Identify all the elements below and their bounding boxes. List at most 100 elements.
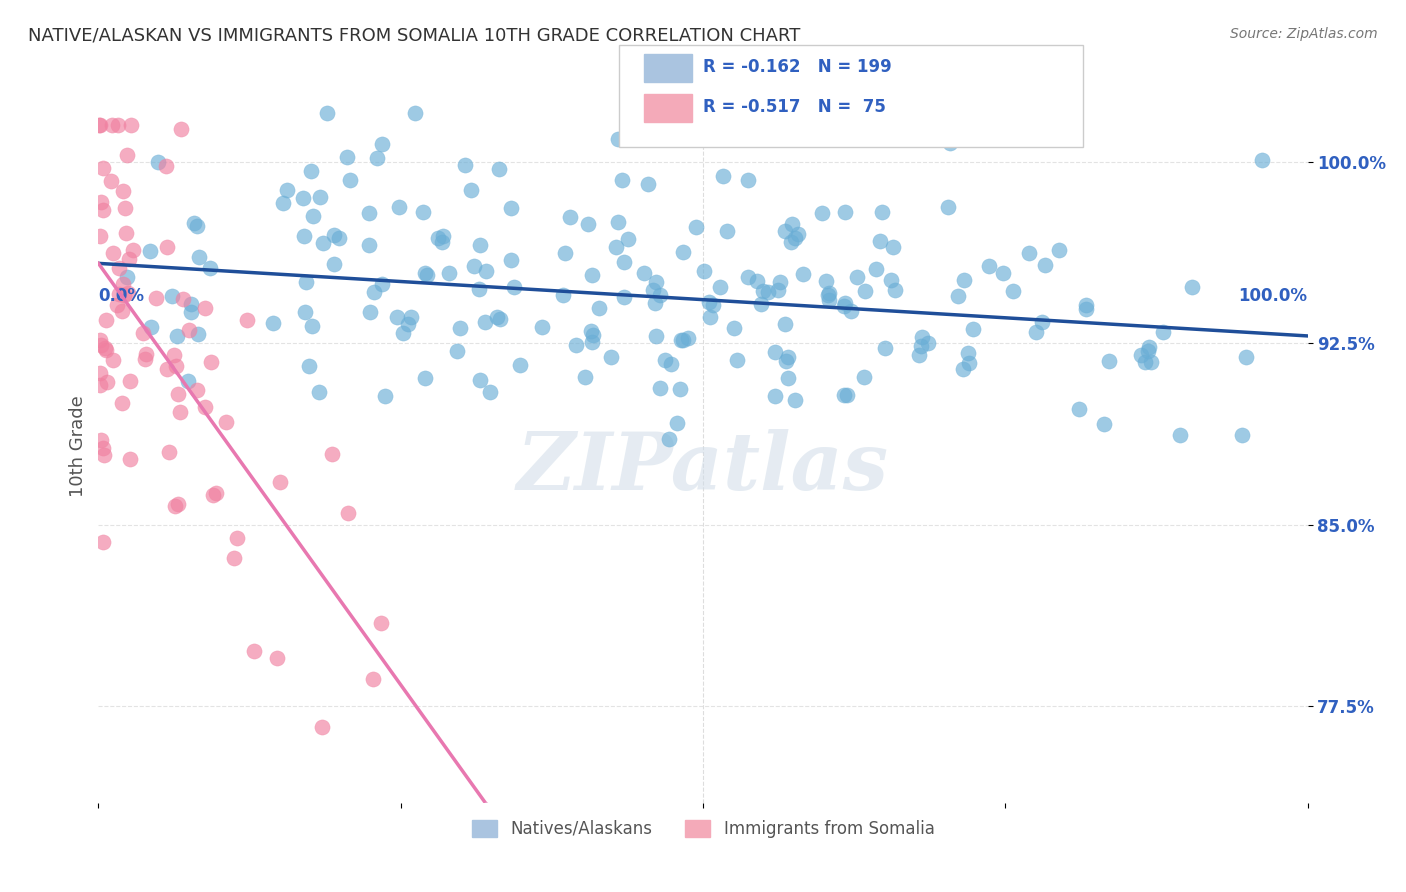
Point — [613, 254, 636, 268]
Point — [1130, 348, 1153, 362]
Point — [139, 320, 162, 334]
Point — [437, 266, 460, 280]
Point — [91, 535, 114, 549]
Point — [503, 280, 526, 294]
Point — [385, 310, 408, 324]
Point — [884, 284, 907, 298]
Point — [169, 405, 191, 419]
Point — [413, 371, 436, 385]
Point — [938, 136, 960, 151]
Point — [699, 310, 721, 324]
Point — [962, 321, 984, 335]
Point — [89, 378, 111, 392]
Point — [834, 295, 856, 310]
Point — [776, 371, 799, 385]
Point — [90, 195, 112, 210]
Point — [401, 310, 423, 325]
Point — [752, 284, 775, 298]
Point — [468, 282, 491, 296]
Point — [416, 268, 439, 282]
Point — [956, 346, 979, 360]
Point — [1152, 326, 1174, 340]
Point — [89, 119, 111, 133]
Point — [599, 350, 621, 364]
Point — [870, 205, 893, 219]
Point — [645, 328, 668, 343]
Point — [404, 106, 426, 120]
Point — [607, 132, 630, 146]
Point — [779, 235, 801, 250]
Point — [205, 486, 228, 500]
Point — [725, 352, 748, 367]
Point — [93, 161, 115, 175]
Point — [308, 385, 330, 400]
Point — [361, 672, 384, 686]
Point — [763, 344, 786, 359]
Point — [117, 286, 139, 301]
Point — [94, 341, 117, 355]
Point — [134, 351, 156, 366]
Point — [766, 283, 789, 297]
Point — [323, 257, 346, 271]
Point — [90, 434, 112, 448]
Point — [391, 326, 413, 340]
Point — [120, 374, 142, 388]
Point — [644, 275, 666, 289]
Point — [780, 218, 803, 232]
Point — [650, 288, 672, 302]
Point — [120, 119, 142, 133]
Point — [554, 246, 576, 260]
Point — [835, 388, 858, 402]
Point — [180, 305, 202, 319]
Point — [186, 383, 208, 397]
Point — [588, 301, 610, 315]
Text: Source: ZipAtlas.com: Source: ZipAtlas.com — [1230, 27, 1378, 41]
Point — [89, 119, 111, 133]
Point — [581, 335, 603, 350]
Point — [1031, 315, 1053, 329]
Point — [756, 285, 779, 300]
Point — [166, 387, 188, 401]
Point — [845, 269, 868, 284]
Point — [146, 155, 169, 169]
Point — [359, 305, 381, 319]
Point — [96, 375, 118, 389]
Point — [370, 616, 392, 631]
Point — [93, 448, 115, 462]
Point — [676, 331, 699, 345]
Point — [269, 475, 291, 489]
Point — [454, 158, 477, 172]
Point — [747, 274, 769, 288]
Point — [94, 343, 117, 358]
Point — [946, 288, 969, 302]
Point — [880, 273, 903, 287]
Point — [1092, 417, 1115, 432]
Point — [659, 357, 682, 371]
Point — [215, 415, 238, 429]
Point — [110, 396, 132, 410]
Point — [737, 269, 759, 284]
Point — [359, 238, 381, 252]
Point — [1234, 350, 1257, 364]
Point — [243, 644, 266, 658]
Point — [650, 381, 672, 395]
Point — [301, 318, 323, 333]
Point — [112, 287, 135, 301]
Point — [111, 303, 134, 318]
Point — [105, 298, 128, 312]
Point — [336, 150, 359, 164]
Point — [155, 160, 177, 174]
Point — [783, 393, 806, 408]
Point — [818, 293, 841, 307]
Point — [641, 283, 664, 297]
Point — [100, 119, 122, 133]
Point — [295, 276, 318, 290]
Point — [773, 224, 796, 238]
Point — [115, 147, 138, 161]
Point — [1232, 427, 1254, 442]
Point — [470, 373, 492, 387]
Point — [485, 310, 508, 325]
Point — [115, 270, 138, 285]
Point — [222, 550, 245, 565]
Point — [1098, 353, 1121, 368]
